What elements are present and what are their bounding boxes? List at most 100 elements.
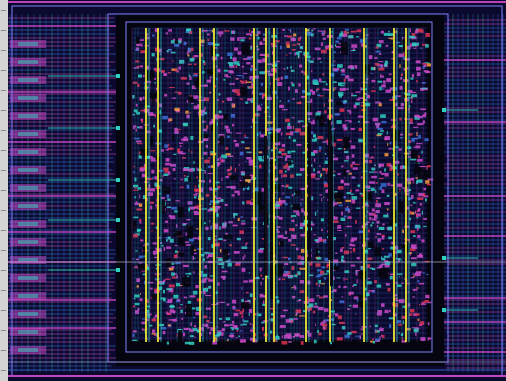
std-cell-shape [173, 153, 177, 155]
std-cell-shape [182, 123, 187, 126]
std-cell-shape [373, 146, 376, 148]
std-cell-shape [344, 334, 350, 338]
std-cell-shape [312, 58, 315, 60]
std-cell-shape [297, 262, 303, 265]
layout-canvas[interactable] [8, 0, 506, 381]
std-cell-shape [292, 125, 294, 130]
std-cell-shape [291, 219, 295, 223]
std-cell-shape [154, 314, 158, 318]
std-cell-shape [388, 253, 392, 257]
std-cell-shape [259, 53, 266, 56]
std-cell-shape [415, 313, 420, 316]
std-cell-shape [250, 126, 252, 129]
std-cell-shape [207, 42, 214, 46]
std-cell-shape [288, 86, 290, 91]
std-cell-shape [420, 87, 424, 91]
std-cell-shape [175, 300, 180, 302]
std-cell-shape [133, 216, 139, 219]
std-cell-shape [169, 309, 175, 313]
std-cell-shape [134, 125, 137, 128]
std-cell-shape [186, 52, 189, 55]
std-cell-shape [284, 202, 288, 206]
std-cell-shape [260, 274, 263, 277]
std-cell-shape [221, 225, 227, 229]
std-cell-shape [190, 335, 194, 337]
std-cell-shape [360, 328, 365, 331]
std-cell-shape [283, 335, 290, 339]
std-cell-shape [394, 297, 398, 300]
io-cell-pin [18, 330, 38, 334]
std-cell-shape [240, 324, 243, 326]
std-cell-shape [309, 121, 315, 125]
ruler-tick [1, 150, 6, 151]
std-cell-shape [139, 97, 143, 101]
std-cell-shape [332, 201, 338, 205]
std-cell-shape [240, 80, 245, 84]
std-cell-shape [230, 56, 232, 59]
std-cell-shape [314, 47, 321, 51]
std-cell-shape [426, 184, 431, 186]
std-cell-shape [402, 165, 407, 169]
std-cell-shape [258, 249, 264, 253]
std-cell-shape [217, 206, 221, 208]
std-cell-shape [340, 82, 346, 85]
std-cell-shape [162, 331, 166, 335]
std-cell-shape [277, 231, 280, 234]
ruler-tick [1, 90, 6, 91]
chip-layout-drawing[interactable] [8, 0, 506, 381]
std-cell-shape [287, 150, 291, 154]
std-cell-shape [282, 278, 285, 281]
std-cell-shape [201, 157, 204, 159]
std-cell-shape [150, 157, 156, 162]
std-cell-shape [253, 166, 258, 168]
std-cell-shape [368, 212, 373, 216]
std-cell-shape [183, 41, 187, 46]
std-cell-shape [320, 49, 327, 54]
std-cell-shape [176, 275, 178, 279]
std-cell-shape [221, 261, 225, 266]
std-cell-shape [336, 138, 343, 142]
std-cell-shape [396, 183, 403, 187]
std-cell-shape [214, 227, 219, 230]
std-cell-shape [296, 43, 300, 45]
std-cell-shape [186, 82, 190, 85]
std-cell-shape [154, 182, 159, 186]
std-cell-shape [370, 267, 374, 270]
std-cell-shape [227, 97, 233, 101]
std-cell-shape [171, 272, 175, 276]
std-cell-shape [287, 167, 290, 171]
std-cell-shape [376, 233, 382, 235]
std-cell-shape [409, 204, 413, 206]
std-cell-shape [315, 178, 320, 180]
std-cell-shape [338, 94, 342, 98]
std-cell-shape [147, 192, 154, 196]
std-cell-shape [379, 186, 382, 190]
std-cell-shape [320, 61, 322, 63]
std-cell-shape [285, 41, 290, 46]
std-cell-shape [386, 163, 392, 167]
io-cell-pin [18, 42, 38, 46]
std-cell-shape [343, 286, 347, 288]
empty-site [288, 160, 292, 166]
std-cell-shape [396, 249, 402, 254]
std-cell-shape [189, 95, 193, 97]
std-cell-shape [292, 139, 296, 142]
std-cell-shape [229, 83, 235, 85]
std-cell-shape [410, 244, 417, 249]
std-cell-shape [382, 248, 384, 250]
std-cell-shape [163, 279, 166, 282]
std-cell-shape [245, 101, 249, 104]
std-cell-shape [174, 273, 177, 275]
std-cell-shape [228, 63, 234, 67]
std-cell-shape [378, 61, 384, 63]
empty-site [305, 102, 312, 111]
std-cell-shape [162, 289, 165, 294]
std-cell-shape [241, 298, 244, 303]
std-cell-shape [415, 210, 417, 214]
std-cell-shape [390, 37, 394, 40]
std-cell-shape [369, 157, 372, 159]
std-cell-shape [267, 276, 269, 280]
std-cell-shape [294, 274, 298, 278]
std-cell-shape [202, 288, 209, 292]
std-cell-shape [377, 127, 383, 130]
